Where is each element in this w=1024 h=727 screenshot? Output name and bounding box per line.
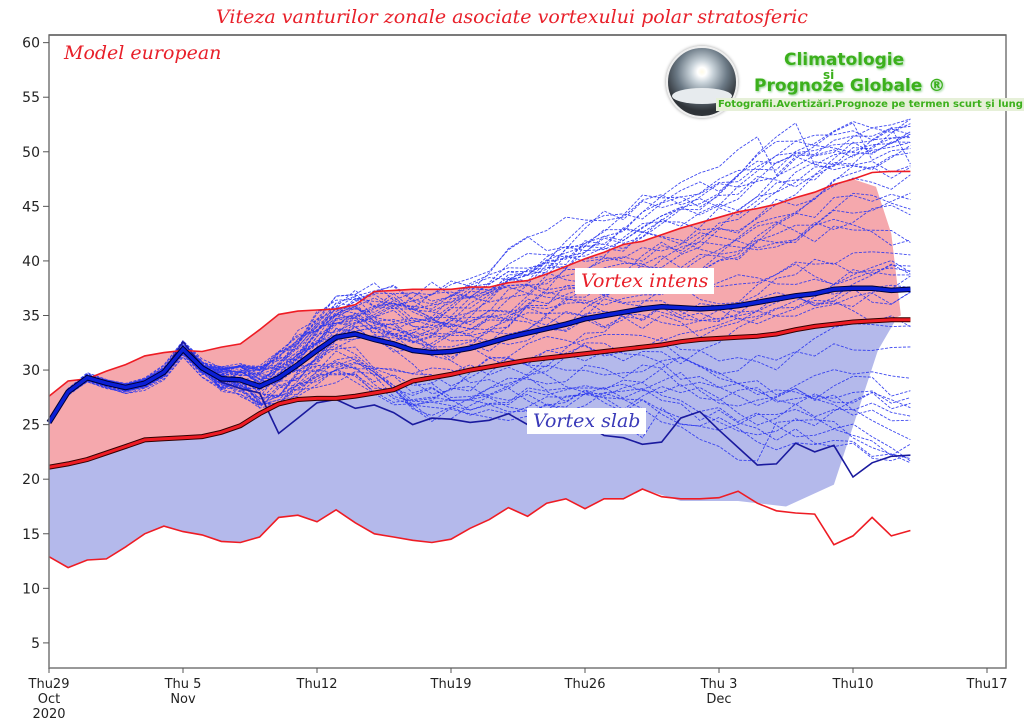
y-tick-label: 30 (22, 363, 40, 379)
x-tick-label: Thu29 (28, 677, 70, 692)
y-tick-label: 20 (22, 472, 40, 488)
ensemble-member-line (48, 340, 911, 441)
annotation-vortex-intens: Vortex intens (575, 268, 715, 294)
y-tick-label: 60 (22, 36, 40, 52)
ensemble-member-line (48, 118, 911, 425)
ensemble-member-line (48, 122, 911, 423)
logo-text-line2: și (823, 68, 835, 82)
x-tick-label: 2020 (32, 707, 65, 722)
brand-logo: Climatologie și Prognoze Globale ® Fotog… (666, 46, 1024, 118)
logo-text-line3: Prognoze Globale ® (754, 76, 946, 96)
bands-layer (49, 179, 901, 568)
ensemble-member-line (48, 343, 911, 424)
ensemble-member-line (48, 136, 911, 424)
y-tick-label: 45 (22, 199, 40, 215)
ensemble-member-line (48, 349, 911, 462)
ensemble-member-line (48, 121, 911, 424)
x-tick-label: Thu 5 (164, 677, 202, 692)
ensemble-member-line (48, 137, 911, 422)
chart-subtitle: Model european (64, 42, 222, 64)
vortex-slab-band (49, 319, 896, 568)
x-tick-label: Oct (38, 692, 60, 707)
y-tick-label: 55 (22, 90, 40, 106)
ensemble-member-line (48, 152, 911, 424)
ensemble-member-line (48, 352, 911, 462)
x-tick-label: Thu19 (430, 677, 472, 692)
climatology-max-line (48, 170, 911, 397)
ensemble-member-line (48, 204, 911, 424)
y-axis: 5 10 15 20 25 30 35 40 45 50 55 60 (22, 36, 49, 652)
y-tick-label: 15 (22, 527, 40, 543)
climatology-min-line (48, 488, 911, 569)
ensemble-member-line (48, 135, 911, 425)
ensemble-member-line (48, 263, 911, 421)
vortex-intens-band (49, 179, 901, 468)
y-tick-label: 35 (22, 308, 40, 324)
ensemble-member-line (48, 221, 911, 425)
x-tick-label: Dec (706, 692, 731, 707)
y-tick-label: 40 (22, 254, 40, 270)
ensemble-mean-line (47, 286, 911, 424)
y-tick-label: 50 (22, 145, 40, 161)
x-tick-label: Thu12 (296, 677, 338, 692)
ensemble-member-line (48, 340, 911, 421)
x-tick-label: Thu26 (564, 677, 606, 692)
series-lines-layer (46, 170, 911, 569)
ensemble-member-line (48, 122, 911, 425)
x-tick-label: Nov (170, 692, 196, 707)
x-tick-label: Thu10 (832, 677, 874, 692)
logo-tagline: Fotografii.Avertizări.Prognoze pe termen… (716, 98, 1024, 111)
x-tick-label: Thu 3 (700, 677, 738, 692)
ensemble-member-line (48, 261, 911, 424)
annotation-vortex-slab: Vortex slab (527, 408, 647, 434)
y-tick-label: 10 (22, 581, 40, 597)
ensemble-member-line (48, 351, 911, 457)
ensemble-member-line (48, 288, 911, 422)
climatology-median-line (48, 318, 911, 469)
y-tick-label: 25 (22, 418, 40, 434)
ensemble-member-line (48, 174, 911, 425)
chart-title: Viteza vanturilor zonale asociate vortex… (216, 6, 808, 28)
y-tick-label: 5 (31, 636, 40, 652)
control-run-line (48, 340, 911, 479)
logo-text-line1: Climatologie (784, 50, 905, 70)
x-tick-label: Thu17 (966, 677, 1008, 692)
